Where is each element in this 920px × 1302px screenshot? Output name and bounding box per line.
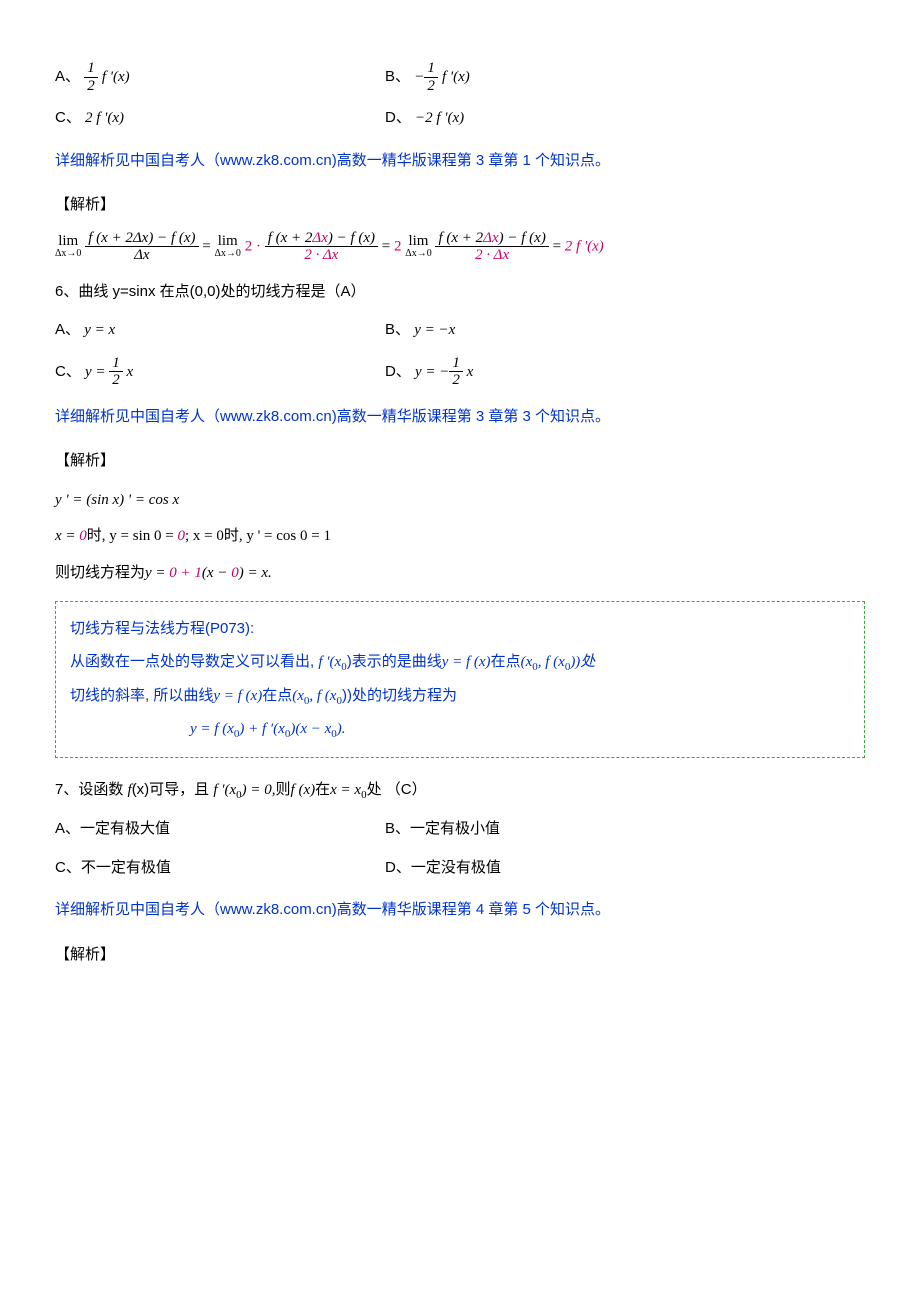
math-expr: f '(x) <box>102 69 130 85</box>
theorem-line1: 从函数在一点处的导数定义可以看出, f ′(x0)表示的是曲线y = f (x)… <box>70 645 850 679</box>
q7-options-row-1: A、一定有极大值 B、一定有极小值 <box>55 815 865 844</box>
option-label: B、 <box>385 321 410 338</box>
text: 在点 <box>262 687 292 704</box>
option-label: B、 <box>385 68 410 85</box>
option-label: A、 <box>55 68 80 85</box>
math: f '(x <box>213 782 236 798</box>
text: 7、设函数 <box>55 781 128 798</box>
q6-analysis-title: 【解析】 <box>55 447 865 476</box>
q5-option-c: C、 2 f '(x) <box>55 104 385 133</box>
theorem-line2: 切线的斜率, 所以曲线y = f (x)在点(x0, f (x0))处的切线方程… <box>70 679 850 713</box>
text: 则 <box>276 781 291 798</box>
math: y = f (x) <box>442 654 491 670</box>
q5-option-a: A、 12 f '(x) <box>55 60 385 94</box>
q6-option-b: B、 y = −x <box>385 316 865 345</box>
math-expr: −2 f '(x) <box>415 110 464 126</box>
math: (x <box>521 654 533 670</box>
text: )表示的是曲线 <box>347 653 442 670</box>
math-expr: y = − <box>415 363 449 379</box>
q6-options-row-1: A、 y = x B、 y = −x <box>55 316 865 345</box>
q7-options-row-2: C、不一定有极值 D、一定没有极值 <box>55 854 865 883</box>
q5-option-b: B、 −12 f '(x) <box>385 60 865 94</box>
text: 切线的斜率, 所以曲线 <box>70 687 213 704</box>
theorem-title: 切线方程与法线方程(P073): <box>70 612 850 645</box>
math-expr: y = x <box>84 322 115 338</box>
option-label: C、 <box>55 362 81 379</box>
math: ). <box>337 721 346 737</box>
q6-option-a: A、 y = x <box>55 316 385 345</box>
math-expr: − <box>414 69 424 85</box>
theorem-box: 切线方程与法线方程(P073): 从函数在一点处的导数定义可以看出, f ′(x… <box>55 601 865 758</box>
q7-option-d: D、一定没有极值 <box>385 854 865 883</box>
highlight: 0 <box>79 528 87 544</box>
math: y = <box>145 565 169 581</box>
q6-link: 详细解析见中国自考人（www.zk8.com.cn)高数一精华版课程第 3 章第… <box>55 403 865 432</box>
text: ))处的切线方程为 <box>342 687 457 704</box>
text: 从函数在一点处的导数定义可以看出, <box>70 653 318 670</box>
q5-options-row-1: A、 12 f '(x) B、 −12 f '(x) <box>55 60 865 94</box>
text: (x)可导，且 <box>132 781 214 798</box>
math: f (x) <box>291 782 316 798</box>
math: x = x <box>330 782 361 798</box>
q6-analysis-line2: x = 0时, y = sin 0 = 0; x = 0时, y ' = cos… <box>55 522 865 551</box>
text: 在点 <box>491 653 521 670</box>
math-expr: y = <box>85 363 109 379</box>
math-expr: y = −x <box>414 322 455 338</box>
q6-question: 6、曲线 y=sinx 在点(0,0)处的切线方程是（A） <box>55 278 865 307</box>
math: ))处 <box>570 654 595 670</box>
math: ) + f ′(x <box>239 721 284 737</box>
math: f ′(x <box>318 654 341 670</box>
q5-options-row-2: C、 2 f '(x) D、 −2 f '(x) <box>55 104 865 133</box>
text: 处 （C） <box>367 781 427 798</box>
q7-analysis-title: 【解析】 <box>55 941 865 970</box>
q6-option-c: C、 y = 12 x <box>55 355 385 389</box>
q7-option-b: B、一定有极小值 <box>385 815 865 844</box>
q6-analysis-line3: 则切线方程为y = 0 + 1(x − 0) = x. <box>55 559 865 588</box>
q5-option-d: D、 −2 f '(x) <box>385 104 865 133</box>
q6-analysis-line1: y ' = (sin x) ' = cos x <box>55 486 865 515</box>
option-label: C、 <box>55 109 81 126</box>
option-label: A、 <box>55 321 80 338</box>
highlight: 0 <box>231 565 239 581</box>
text: ; x = 0时, y ' = cos 0 = 1 <box>185 528 331 544</box>
highlight: 0 + 1 <box>169 565 202 581</box>
text: 时, y = sin 0 = <box>87 528 178 544</box>
q7-link: 详细解析见中国自考人（www.zk8.com.cn)高数一精华版课程第 4 章第… <box>55 896 865 925</box>
highlight: 0 <box>177 528 185 544</box>
theorem-formula: y = f (x0) + f ′(x0)(x − x0). <box>70 713 850 746</box>
math: ) = x. <box>239 565 272 581</box>
text: x = <box>55 528 79 544</box>
option-label: D、 <box>385 362 411 379</box>
math: )(x − x <box>290 721 331 737</box>
math: y = f (x <box>190 721 234 737</box>
math: (x <box>292 688 304 704</box>
q5-link: 详细解析见中国自考人（www.zk8.com.cn)高数一精华版课程第 3 章第… <box>55 147 865 176</box>
math: , f (x <box>538 654 565 670</box>
math: (x − <box>202 565 231 581</box>
math-expr: f '(x) <box>442 69 470 85</box>
option-label: D、 <box>385 109 411 126</box>
q7-option-a: A、一定有极大值 <box>55 815 385 844</box>
math-expr: 2 f '(x) <box>85 110 124 126</box>
text: 则切线方程为 <box>55 565 145 581</box>
fraction: 12 <box>84 60 98 94</box>
math: y = f (x) <box>213 688 262 704</box>
math: ) = 0, <box>242 782 276 798</box>
q6-option-d: D、 y = −12 x <box>385 355 865 389</box>
text: 在 <box>315 781 330 798</box>
math: , f (x <box>309 688 336 704</box>
q7-question: 7、设函数 f(x)可导，且 f '(x0) = 0,则f (x)在x = x0… <box>55 776 865 806</box>
q6-options-row-2: C、 y = 12 x D、 y = −12 x <box>55 355 865 389</box>
fraction: 12 <box>424 60 438 94</box>
q5-analysis-title: 【解析】 <box>55 191 865 220</box>
q7-option-c: C、不一定有极值 <box>55 854 385 883</box>
q5-analysis-equation: limΔx→0 f (x + 2Δx) − f (x)Δx = limΔx→0 … <box>55 230 865 264</box>
